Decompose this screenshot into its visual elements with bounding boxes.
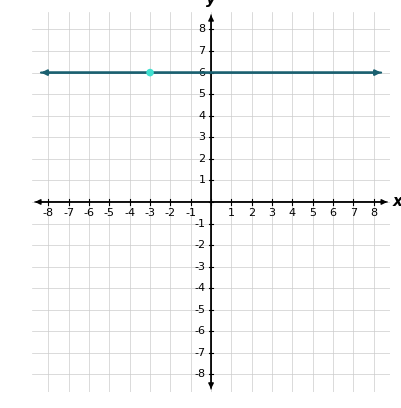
Text: -5: -5 xyxy=(194,305,205,315)
Text: 1: 1 xyxy=(227,208,234,218)
Text: -3: -3 xyxy=(144,208,155,218)
Text: 7: 7 xyxy=(349,208,356,218)
Text: -3: -3 xyxy=(194,262,205,272)
Text: 4: 4 xyxy=(288,208,295,218)
Text: 6: 6 xyxy=(198,68,205,78)
Text: 2: 2 xyxy=(247,208,255,218)
Text: -4: -4 xyxy=(124,208,135,218)
Point xyxy=(146,69,153,76)
Text: -4: -4 xyxy=(194,283,205,293)
Text: -8: -8 xyxy=(43,208,54,218)
Text: 8: 8 xyxy=(198,24,205,35)
Text: -2: -2 xyxy=(164,208,176,218)
Text: -5: -5 xyxy=(103,208,115,218)
Text: 8: 8 xyxy=(369,208,376,218)
Text: -1: -1 xyxy=(194,219,205,228)
Text: 6: 6 xyxy=(329,208,336,218)
Text: 3: 3 xyxy=(198,132,205,142)
Text: y: y xyxy=(206,0,215,7)
Text: -2: -2 xyxy=(194,240,205,250)
Text: -1: -1 xyxy=(185,208,196,218)
Text: 3: 3 xyxy=(268,208,275,218)
Text: -7: -7 xyxy=(194,348,205,358)
Text: -6: -6 xyxy=(194,326,205,336)
Text: x: x xyxy=(392,195,401,209)
Text: -7: -7 xyxy=(63,208,74,218)
Text: -6: -6 xyxy=(83,208,94,218)
Text: 1: 1 xyxy=(198,175,205,185)
Text: 4: 4 xyxy=(198,111,205,121)
Text: 5: 5 xyxy=(198,89,205,99)
Text: -8: -8 xyxy=(194,369,205,379)
Text: 5: 5 xyxy=(308,208,316,218)
Text: 2: 2 xyxy=(198,154,205,164)
Text: 7: 7 xyxy=(198,46,205,56)
